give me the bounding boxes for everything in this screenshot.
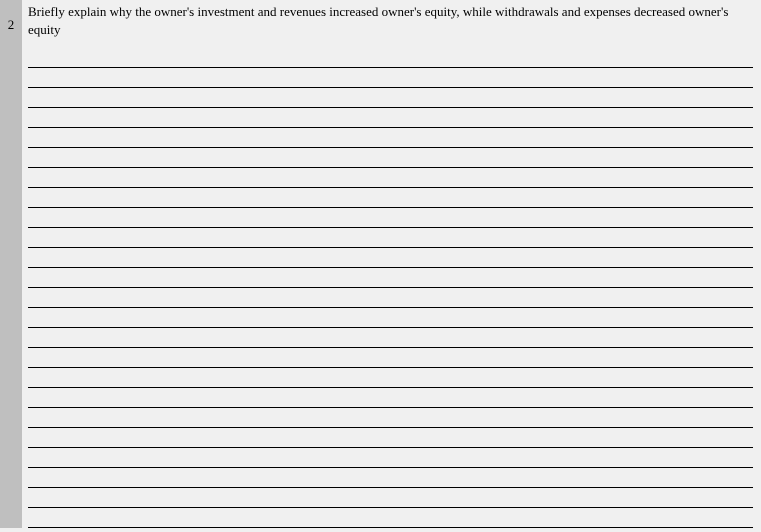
question-number: 2 <box>0 17 22 33</box>
answer-line[interactable] <box>28 88 753 108</box>
answer-line[interactable] <box>28 448 753 468</box>
answer-line[interactable] <box>28 488 753 508</box>
answer-line[interactable] <box>28 288 753 308</box>
answer-line[interactable] <box>28 168 753 188</box>
answer-line[interactable] <box>28 48 753 68</box>
answer-line[interactable] <box>28 108 753 128</box>
answer-line[interactable] <box>28 328 753 348</box>
answer-line[interactable] <box>28 368 753 388</box>
answer-line[interactable] <box>28 228 753 248</box>
answer-line[interactable] <box>28 348 753 368</box>
answer-lines-container <box>28 48 753 532</box>
answer-line[interactable] <box>28 268 753 288</box>
answer-line[interactable] <box>28 128 753 148</box>
answer-line[interactable] <box>28 508 753 528</box>
answer-line[interactable] <box>28 468 753 488</box>
answer-line[interactable] <box>28 148 753 168</box>
question-text: Briefly explain why the owner's investme… <box>28 3 753 38</box>
left-gutter: 2 <box>0 0 22 528</box>
content-area: Briefly explain why the owner's investme… <box>22 0 761 528</box>
answer-line[interactable] <box>28 388 753 408</box>
answer-line[interactable] <box>28 208 753 228</box>
answer-line[interactable] <box>28 68 753 88</box>
answer-line[interactable] <box>28 188 753 208</box>
answer-line[interactable] <box>28 408 753 428</box>
answer-line[interactable] <box>28 308 753 328</box>
worksheet-page: 2 Briefly explain why the owner's invest… <box>0 0 761 528</box>
answer-line[interactable] <box>28 428 753 448</box>
answer-line[interactable] <box>28 248 753 268</box>
